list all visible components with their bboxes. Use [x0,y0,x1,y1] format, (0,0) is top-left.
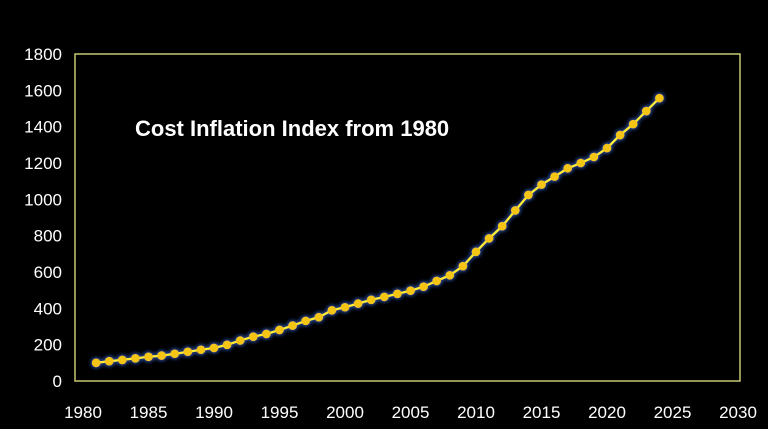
data-point [524,190,533,200]
y-tick-label: 200 [34,336,62,355]
data-point [550,172,559,181]
x-tick-label: 1995 [261,403,299,422]
data-point [589,152,599,162]
data-point [563,163,572,173]
data-point [196,345,206,355]
x-tick-label: 1990 [195,403,233,422]
data-point [235,336,245,345]
data-point [262,329,271,339]
data-point [327,306,337,315]
x-axis: 1980 1985 1990 1995 2000 2005 2010 2015 2020 2025… [64,403,757,422]
y-tick-label: 1400 [24,118,62,137]
data-point [576,158,586,168]
y-tick-label: 600 [34,263,62,282]
data-point [275,325,284,335]
data-point [537,180,546,189]
x-tick-label: 2020 [588,403,626,422]
y-tick-label: 1000 [24,190,62,209]
data-point [380,292,389,302]
x-tick-label: 2015 [523,403,561,422]
data-point [301,316,311,326]
y-tick-label: 1200 [24,154,62,173]
data-point [222,340,232,350]
y-tick-label: 1800 [24,45,62,64]
data-point [484,234,494,243]
data-point [209,343,219,353]
data-point [314,312,324,322]
data-point [118,355,127,365]
data-point [144,352,153,362]
data-point [471,247,481,257]
y-axis: 0 200 400 600 800 1000 1200 1400 1600 1800 [24,45,62,391]
y-tick-label: 1600 [24,81,62,100]
data-point [458,261,468,271]
data-point [497,221,507,231]
data-point [183,347,193,357]
data-point [249,332,258,341]
x-tick-label: 1985 [130,403,168,422]
data-point [642,106,651,116]
data-point [602,143,612,153]
series-line [91,93,664,368]
data-point [91,358,101,368]
data-point [288,321,297,330]
x-tick-label: 2010 [457,403,495,422]
x-tick-label: 2025 [654,403,692,422]
data-point [406,286,415,296]
data-point [615,130,625,140]
chart-title: Cost Inflation Index from 1980 [135,116,449,141]
data-point [628,119,638,129]
data-point [511,206,520,215]
data-point [366,295,376,305]
y-tick-label: 0 [53,372,62,391]
data-point [340,302,350,312]
y-tick-label: 800 [34,227,62,246]
data-point [170,349,179,359]
x-tick-label: 2005 [392,403,430,422]
data-point [104,356,114,366]
data-point [131,353,140,363]
x-tick-label: 1980 [64,403,102,422]
data-point [655,93,664,103]
data-point [432,276,442,286]
data-point [393,289,402,299]
data-point [419,282,428,292]
y-tick-label: 400 [34,299,62,318]
plot-area-frame [74,53,741,382]
data-point [157,351,166,360]
data-point [445,270,455,280]
x-tick-label: 2030 [719,403,757,422]
data-point [353,299,363,308]
x-tick-label: 2000 [326,403,364,422]
